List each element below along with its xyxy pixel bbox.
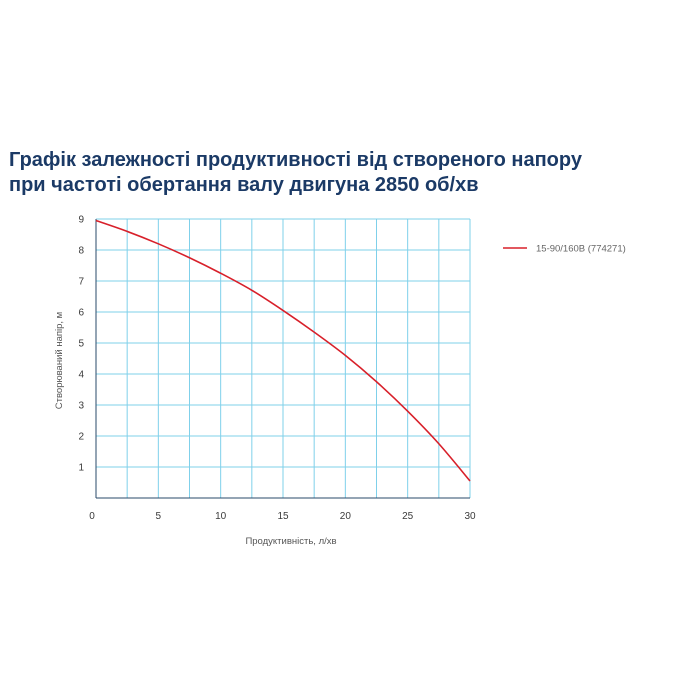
x-tick-label: 15	[277, 511, 289, 522]
chart-title-line-1: Графік залежності продуктивності від ств…	[9, 149, 582, 171]
legend-label: 15-90/160B (774271)	[536, 244, 626, 255]
x-tick-label: 20	[340, 511, 352, 522]
y-tick-label: 5	[78, 339, 84, 350]
chart-title: Графік залежності продуктивності від ств…	[9, 148, 689, 198]
x-tick-label: 25	[402, 511, 414, 522]
series-group	[95, 219, 471, 482]
y-tick-label: 9	[78, 215, 84, 226]
y-tick-label: 8	[78, 246, 84, 257]
x-tick-label: 10	[215, 511, 227, 522]
y-tick-label: 3	[78, 401, 84, 412]
axes	[95, 219, 470, 499]
tick-labels: 0 5 10 15 20 25 30 1 2 3 4 5 6 7 8 9	[78, 215, 476, 523]
y-tick-label: 7	[78, 277, 84, 288]
x-tick-label: 30	[464, 511, 476, 522]
y-tick-label: 2	[78, 432, 84, 443]
x-axis-label: Продуктивність, л/хв	[245, 536, 336, 547]
chart-title-line-2: при частоті обертання валу двигуна 2850 …	[9, 174, 479, 196]
x-tick-label: 0	[89, 511, 95, 522]
y-tick-label: 1	[78, 463, 84, 474]
legend: 15-90/160B (774271)	[503, 244, 626, 255]
series-line-0	[95, 219, 471, 482]
y-axis-label: Створюваний напір, м	[54, 312, 65, 409]
x-tick-label: 5	[156, 511, 162, 522]
grid	[96, 218, 471, 498]
y-tick-label: 4	[78, 370, 84, 381]
y-tick-label: 6	[78, 308, 84, 319]
